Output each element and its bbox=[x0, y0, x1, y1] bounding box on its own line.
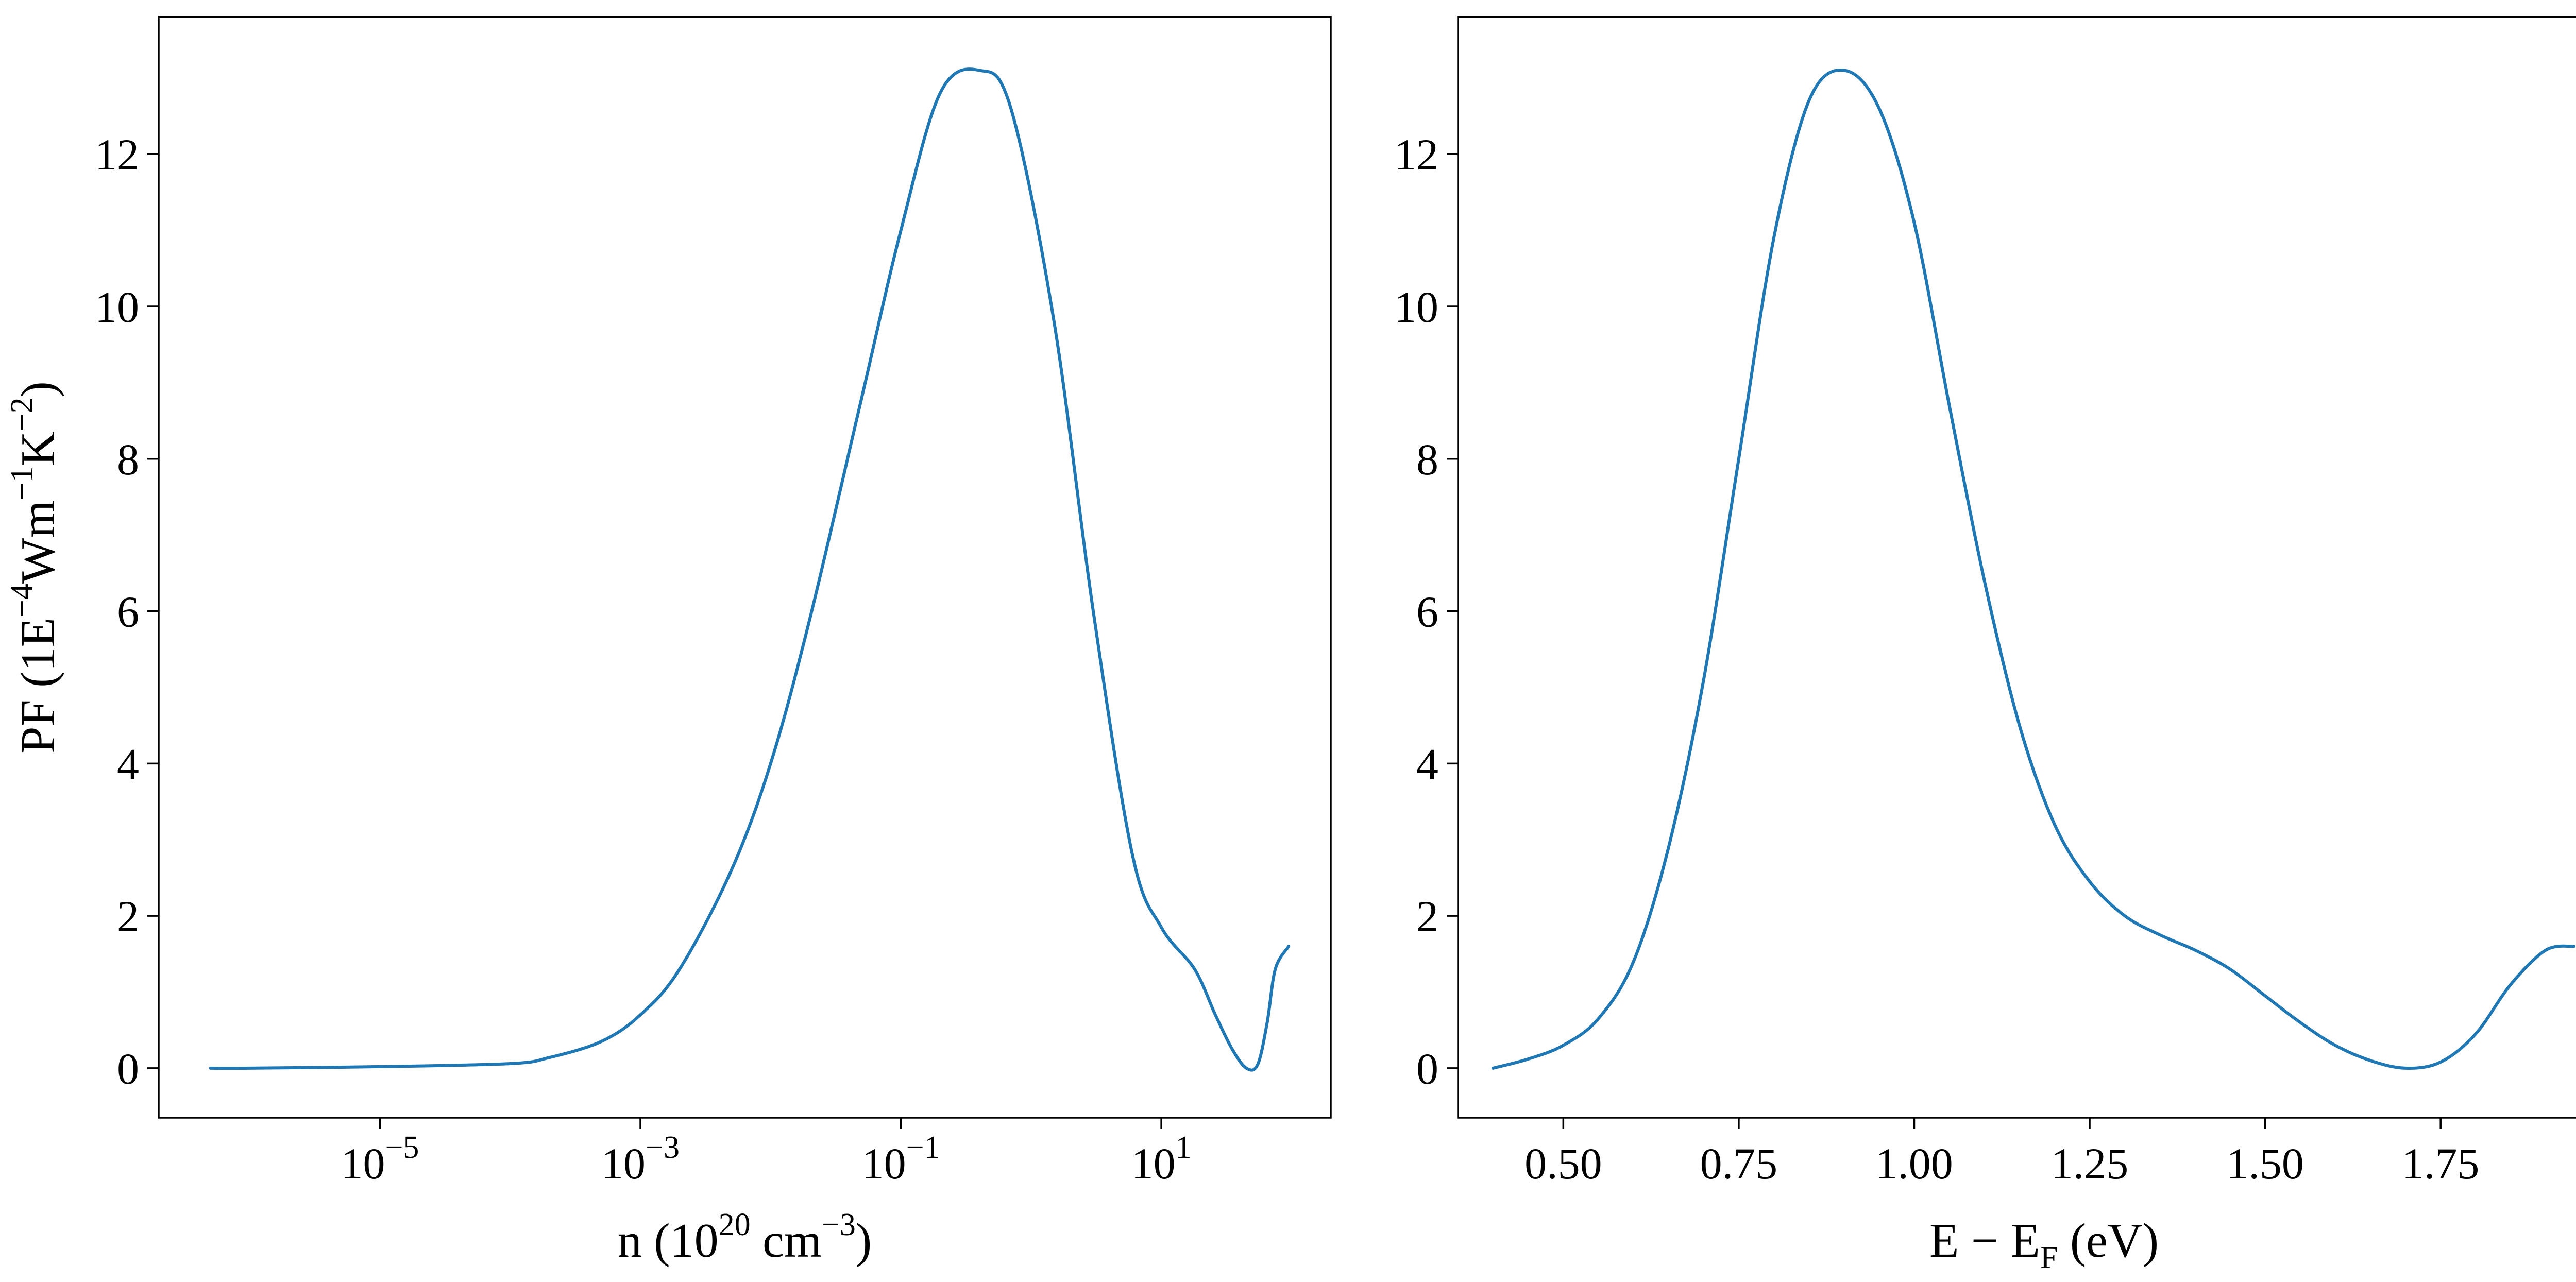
right-y-tick-label-6: 12 bbox=[1394, 130, 1438, 179]
left-y-tick-label-6: 12 bbox=[95, 130, 139, 179]
right-axes-frame bbox=[1457, 16, 2576, 1119]
right-x-tick-label-1: 0.75 bbox=[1700, 1139, 1778, 1188]
left-y-tick-label-0: 0 bbox=[117, 1044, 139, 1093]
left-x-tick-label-3: 101 bbox=[1131, 1130, 1192, 1188]
right-x-tick-label-5: 1.75 bbox=[2402, 1139, 2480, 1188]
left-pf-curve bbox=[209, 67, 1291, 1072]
right-y-tick-label-3: 6 bbox=[1416, 587, 1438, 637]
left-x-tick-label-1: 10−3 bbox=[601, 1130, 680, 1188]
right-y-tick-label-4: 8 bbox=[1416, 435, 1438, 484]
left-x-tick-label-0: 10−5 bbox=[341, 1130, 419, 1188]
left-panel: 0 2 4 6 8 10 12 10−5 10−3 10−1 101 n (1020 cm−3) P… bbox=[5, 16, 1332, 1268]
right-x-tick-label-0: 0.50 bbox=[1524, 1139, 1602, 1188]
left-y-tick-label-1: 2 bbox=[117, 892, 139, 941]
right-x-tick-label-3: 1.25 bbox=[2051, 1139, 2129, 1188]
left-y-tick-label-4: 8 bbox=[117, 435, 139, 484]
left-axes-frame bbox=[158, 16, 1332, 1119]
left-x-axis-label: n (1020 cm−3) bbox=[618, 1207, 872, 1268]
right-y-tick-label-5: 10 bbox=[1394, 282, 1438, 332]
right-y-tick-label-2: 4 bbox=[1416, 739, 1438, 789]
left-y-tick-label-3: 6 bbox=[117, 587, 139, 637]
right-y-tick-label-1: 2 bbox=[1416, 892, 1438, 941]
right-x-tick-label-2: 1.00 bbox=[1875, 1139, 1953, 1188]
right-x-axis-label: E − EF (eV) bbox=[1929, 1214, 2159, 1275]
left-y-tick-label-5: 10 bbox=[95, 282, 139, 332]
left-ticks: 0 2 4 6 8 10 12 10−5 10−3 10−1 101 bbox=[95, 130, 1192, 1188]
right-y-tick-label-0: 0 bbox=[1416, 1044, 1438, 1093]
right-pf-curve bbox=[1492, 69, 2575, 1070]
left-y-tick-label-2: 4 bbox=[117, 739, 139, 789]
left-y-axis-label: PF (1E−4Wm−1K−2) bbox=[5, 381, 65, 754]
left-x-tick-label-2: 10−1 bbox=[862, 1130, 940, 1188]
right-x-tick-label-4: 1.50 bbox=[2226, 1139, 2304, 1188]
